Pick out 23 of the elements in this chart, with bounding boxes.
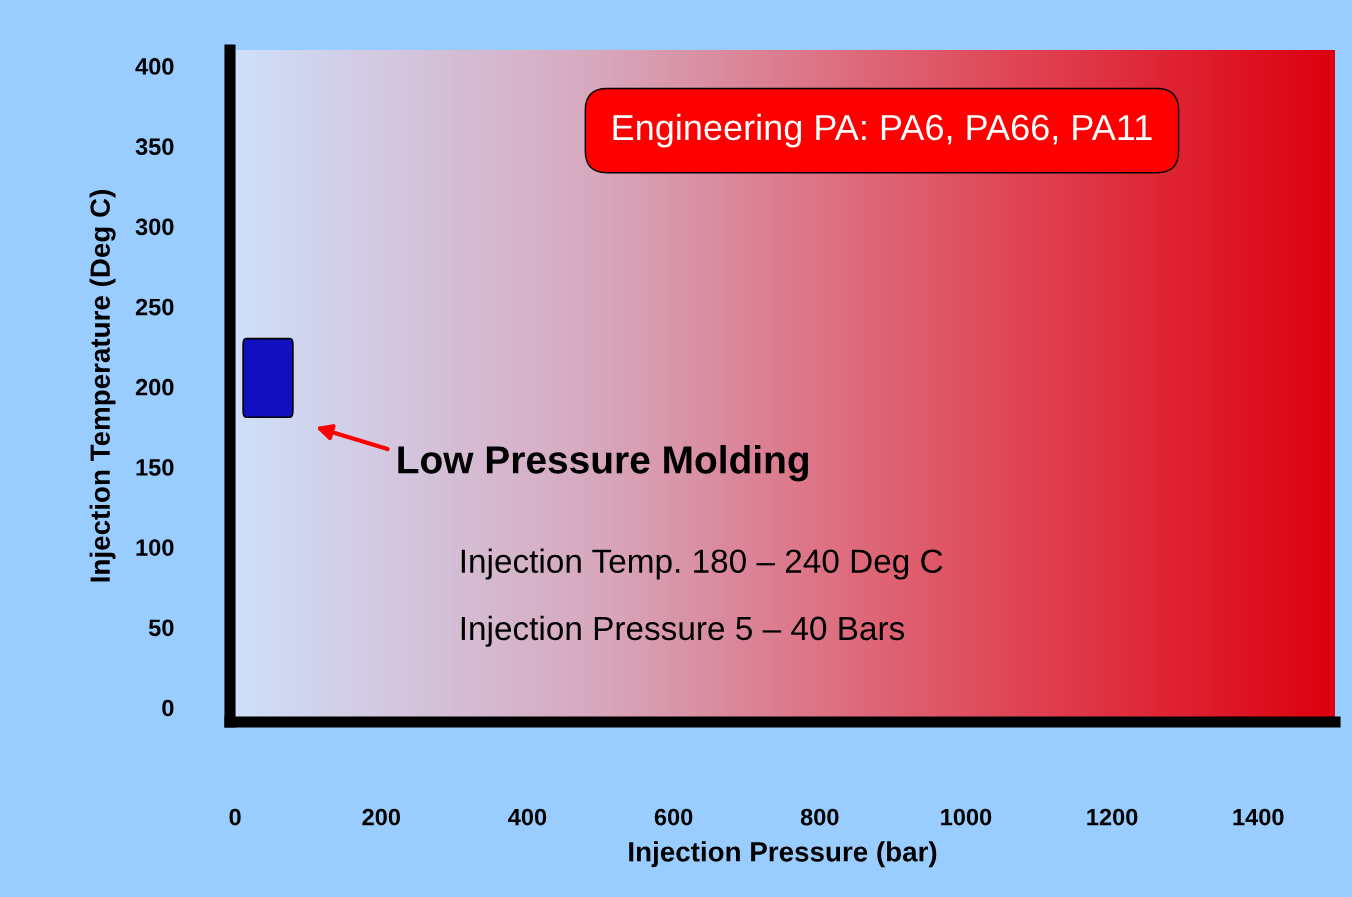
- x-tick-label: 800: [800, 808, 839, 826]
- x-tick-label: 0: [229, 808, 241, 826]
- y-tick-label: 150: [136, 459, 174, 476]
- y-tick-label: 350: [135, 138, 174, 156]
- x-tick-label: 200: [362, 808, 401, 826]
- x-tick-label: 1000: [941, 808, 992, 826]
- y-tick-label: 200: [135, 378, 174, 396]
- y-tick-label: 250: [135, 298, 174, 316]
- x-axis-title: Injection Pressure (bar): [629, 841, 937, 868]
- y-tick-label: 100: [136, 539, 174, 556]
- x-tick-label: 600: [654, 808, 693, 826]
- annotation: Injection Pressure 5 – 40 Bars: [461, 615, 905, 647]
- annotation: Low Pressure Molding: [398, 445, 809, 482]
- x-tick-label: 1400: [1233, 808, 1284, 826]
- x-tick-label: 1200: [1087, 808, 1138, 826]
- annotation: Injection Temp. 180 – 240 Deg C: [461, 548, 943, 580]
- x-tick-label: 400: [508, 808, 547, 826]
- y-tick-label: 400: [135, 58, 174, 75]
- y-tick-label: 0: [162, 699, 174, 717]
- y-tick-label: 300: [135, 218, 174, 236]
- y-tick-label: 50: [148, 619, 174, 637]
- annotation: Engineering PA: PA6, PA66, PA11: [613, 113, 1152, 148]
- y-axis-title: Injection Temperature (Deg C): [89, 190, 116, 582]
